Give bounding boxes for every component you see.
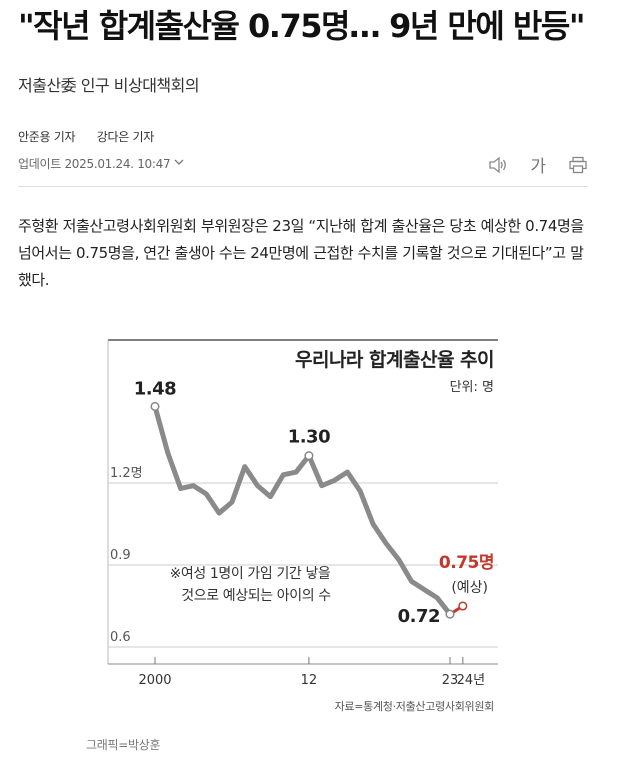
chevron-down-icon [174, 158, 184, 169]
update-timestamp[interactable]: 업데이트 2025.01.24. 10:47 [18, 155, 184, 172]
x-tick-label: 24년 [457, 673, 486, 688]
note-line-1: ※여성 1명이 가임 기간 낳을 [170, 566, 331, 582]
article-toolbar: 가 [488, 152, 588, 177]
data-point-2000 [150, 401, 160, 412]
speaker-icon[interactable] [488, 156, 508, 174]
data-point-2012 [304, 451, 314, 461]
series-line [152, 403, 453, 617]
graphic-credit: 그래픽=박상훈 [86, 738, 161, 752]
article-headline: "작년 합계출산율 0.75명… 9년 만에 반등" [18, 7, 586, 45]
y-tick-label: 0.6 [110, 630, 131, 645]
chart-title: 우리나라 합계출산율 추이 [295, 349, 494, 371]
data-label-2023: 0.72 [398, 606, 440, 627]
y-tick-label: 1.2명 [110, 466, 143, 481]
note-line-2: 것으로 예상되는 아이의 수 [181, 588, 331, 604]
x-tick-label: 23 [442, 673, 459, 688]
data-label-2024-estimate: 0.75명 [439, 553, 494, 573]
chart-source: 자료=통계청·저출산고령사회위원회 [335, 700, 494, 713]
chart-unit-label: 단위: 명 [450, 380, 494, 395]
x-tick-label: 12 [301, 673, 318, 688]
data-point-2024-estimate [458, 601, 468, 611]
reporter-name[interactable]: 강다은 기자 [96, 130, 155, 144]
article-subheadline: 저출산委 인구 비상대책회의 [18, 76, 200, 95]
reporter-name[interactable]: 안준용 기자 [18, 130, 76, 144]
font-size-button[interactable]: 가 [530, 157, 546, 177]
y-tick-label: 0.9 [110, 548, 131, 563]
data-label-2012: 1.30 [288, 427, 330, 448]
article-body: 주형환 저출산고령사회위원회 부위원장은 23일 “지난해 합계 출산율은 당초… [18, 217, 584, 289]
estimate-label: (예상) [451, 580, 488, 596]
x-tick-label: 2000 [138, 673, 171, 688]
data-point-2023 [445, 609, 455, 619]
header-divider [18, 186, 588, 187]
print-icon[interactable] [568, 156, 588, 174]
update-time-text: 업데이트 2025.01.24. 10:47 [18, 157, 171, 171]
byline: 안준용 기자 강다은 기자 [18, 128, 172, 145]
data-label-2000: 1.48 [134, 378, 176, 399]
